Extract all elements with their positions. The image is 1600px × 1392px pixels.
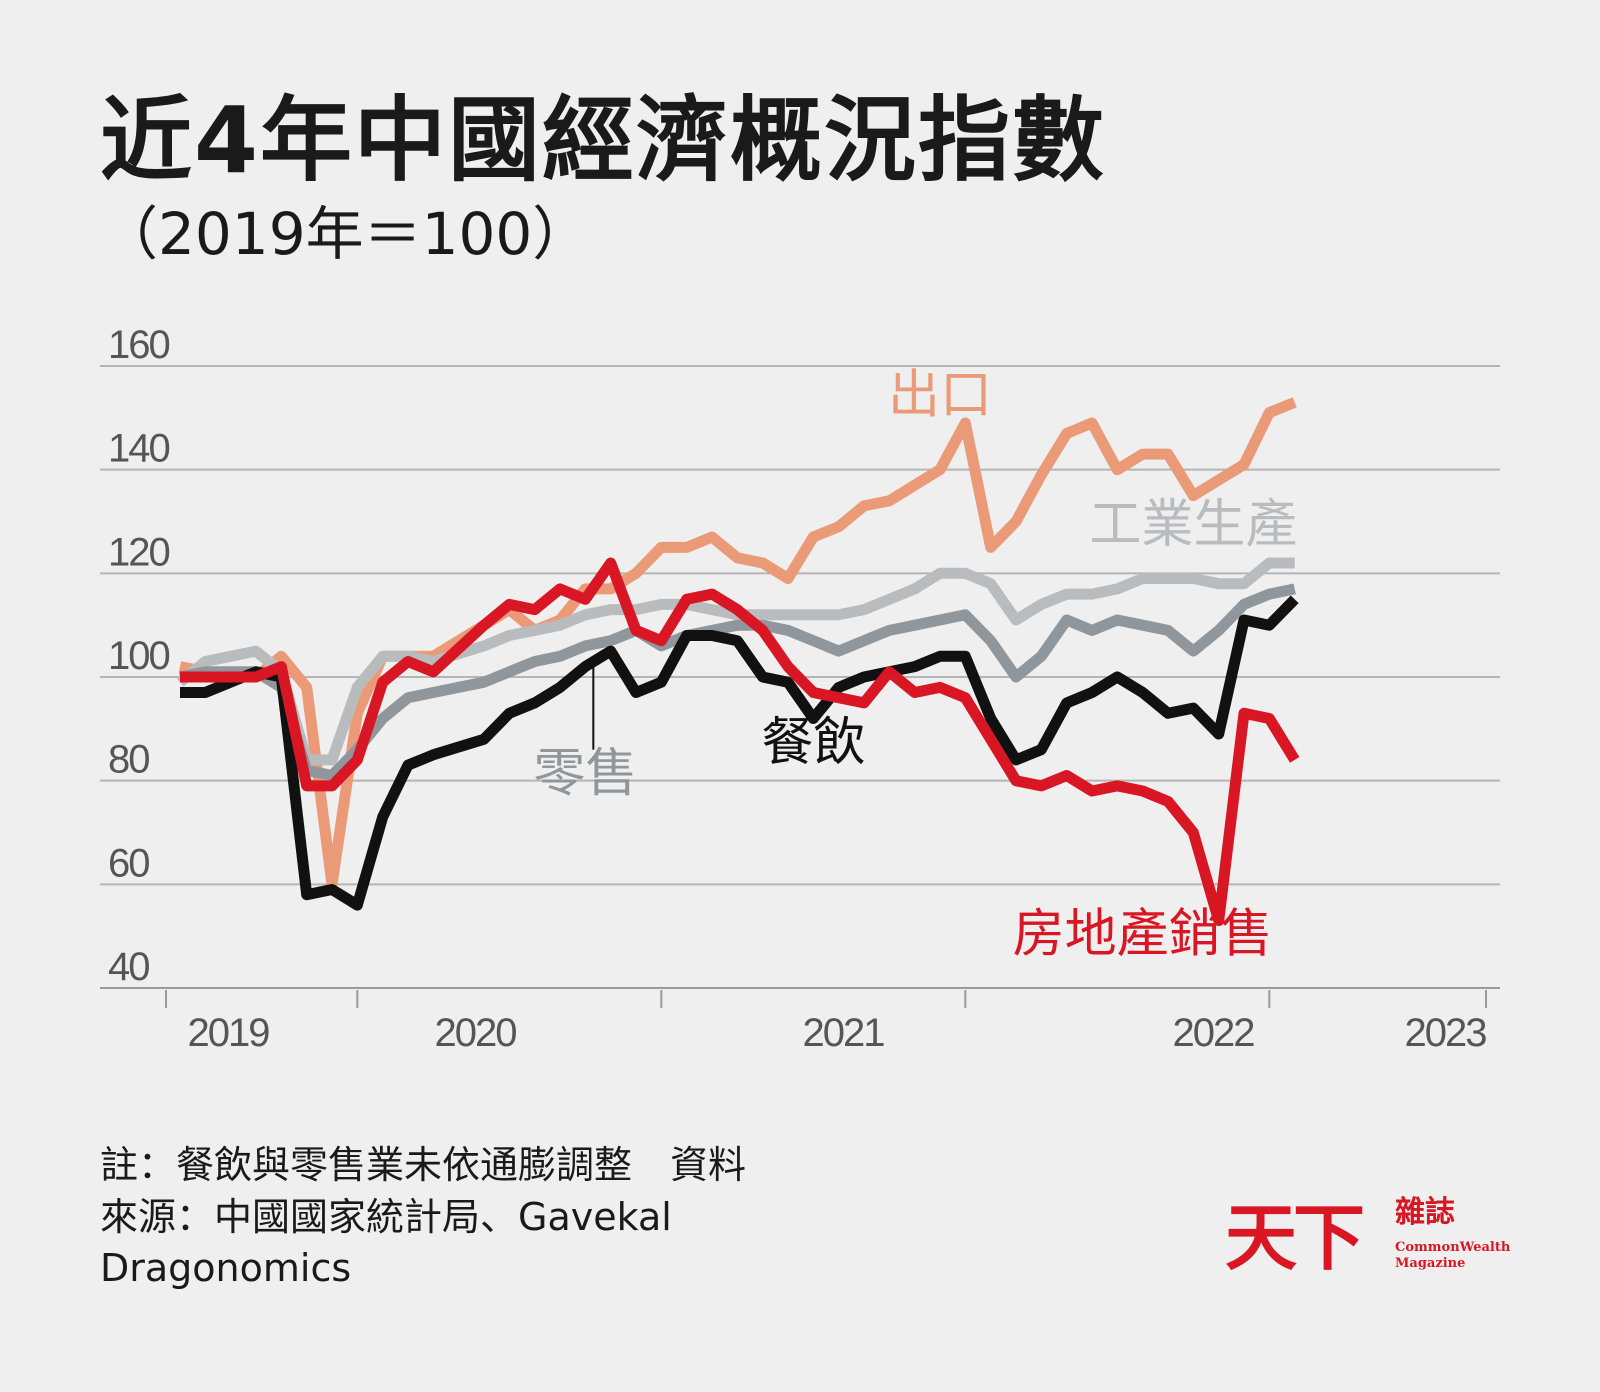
logo-main-text: 天下 [1225, 1195, 1365, 1280]
y-tick-label: 60 [108, 841, 149, 885]
series-line [176, 557, 1295, 766]
x-tick-label: 2023 [1405, 1011, 1487, 1055]
chart-subtitle: （2019年＝100） [100, 200, 591, 268]
series-label: 餐飲 [761, 713, 865, 773]
y-tick-label: 120 [108, 530, 169, 574]
x-tick-label: 2022 [1173, 1011, 1255, 1055]
y-tick-label: 140 [108, 427, 169, 471]
y-tick-label: 160 [108, 323, 169, 367]
chart-title: 近4年中國經濟概況指數 [100, 87, 1107, 194]
series-line [180, 557, 1300, 927]
series-label: 工業生產 [1089, 495, 1297, 555]
logo-en-line2: Magazine [1395, 1256, 1466, 1272]
logo-sub-text: 雜誌 [1395, 1195, 1455, 1230]
x-tick-label: 2021 [803, 1011, 885, 1055]
y-tick-label: 80 [108, 738, 149, 782]
x-tick-label: 2020 [435, 1011, 517, 1055]
series-line [180, 595, 1299, 911]
footnote: 註：餐飲與零售業未依通膨調整 資料來源：中國國家統計局、Gavekal Drag… [100, 1143, 747, 1291]
series-label: 零售 [533, 744, 637, 804]
y-tick-label: 40 [108, 945, 149, 989]
series-label: 出口 [888, 366, 992, 426]
logo: 天下 雜誌 CommonWealth Magazine [1225, 1198, 1525, 1288]
series-label: 房地產銷售 [1013, 905, 1273, 965]
logo-en-line1: CommonWealth [1395, 1240, 1511, 1255]
y-tick-label: 100 [108, 634, 169, 678]
x-tick-label: 2019 [188, 1011, 270, 1055]
